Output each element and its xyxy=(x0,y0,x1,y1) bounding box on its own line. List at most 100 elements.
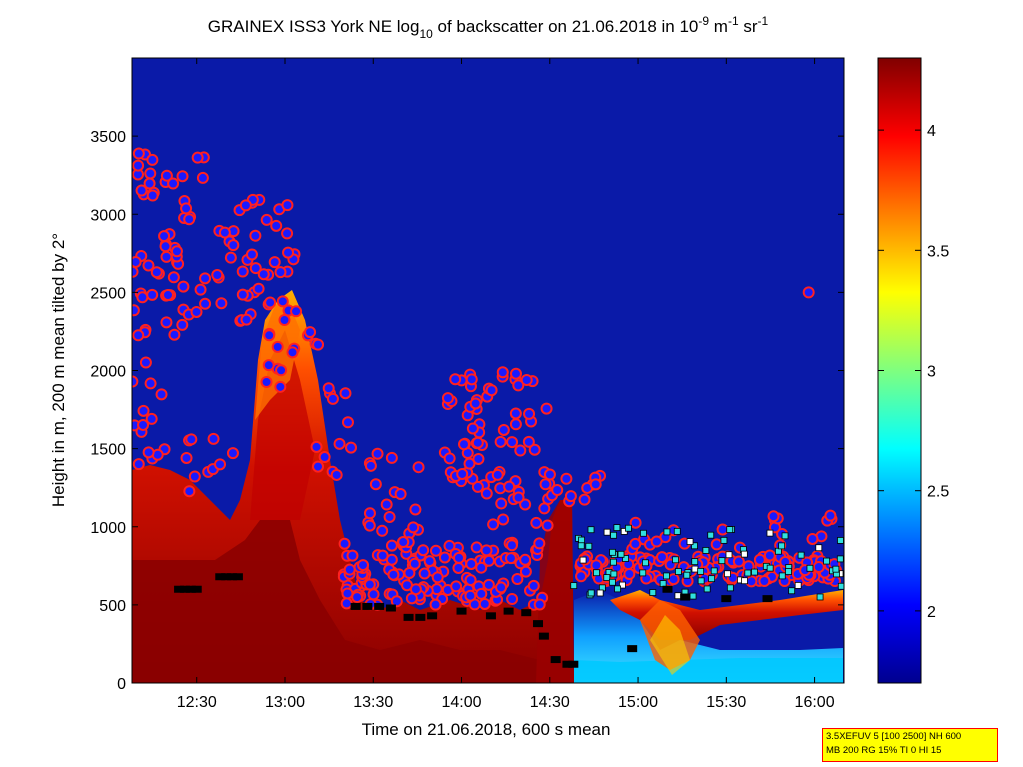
cloud-detection-point xyxy=(167,177,180,190)
info-line-2: MB 200 RG 15% TI 0 HI 15 xyxy=(826,745,942,756)
cloud-detection-point xyxy=(465,373,478,386)
cloud-detection-point xyxy=(139,356,152,369)
cloud-base-marker xyxy=(362,602,373,610)
cloud-detection-point xyxy=(304,326,317,339)
cloud-top-square xyxy=(614,585,621,593)
cloud-detection-point xyxy=(471,480,484,493)
cloud-top-square xyxy=(579,556,587,564)
cloud-top-square xyxy=(724,570,731,578)
cloud-detection-point xyxy=(275,364,288,377)
cloud-detection-point xyxy=(239,199,252,212)
cloud-detection-point xyxy=(136,291,149,304)
cloud-detection-point xyxy=(475,561,488,574)
cloud-base-marker xyxy=(185,585,196,593)
cloud-top-square xyxy=(744,569,752,577)
cloud-detection-point xyxy=(806,532,819,545)
cloud-detection-point xyxy=(745,575,758,588)
cloud-detection-point xyxy=(333,437,346,450)
cloud-detection-point xyxy=(528,443,541,456)
cloud-detection-point xyxy=(268,256,281,269)
cloud-detection-point xyxy=(236,265,249,278)
cloud-top-square xyxy=(603,574,611,581)
cloud-base-marker xyxy=(227,573,238,581)
cloud-top-square xyxy=(609,548,616,556)
cloud-detection-point xyxy=(491,468,504,481)
cloud-detection-point xyxy=(495,581,508,594)
cloud-top-square xyxy=(640,529,647,537)
cloud-detection-point xyxy=(487,518,500,531)
cloud-detection-point xyxy=(397,536,410,549)
cloud-detection-point xyxy=(541,519,554,532)
cloud-detection-point xyxy=(763,549,776,562)
x-axis-label: Time on 21.06.2018, 600 s mean xyxy=(362,720,611,739)
cloud-detection-point xyxy=(824,509,837,522)
cloud-detection-point xyxy=(564,490,577,503)
cloud-detection-point xyxy=(497,513,510,526)
y-tick-label: 0 xyxy=(117,676,126,693)
cloud-top-square xyxy=(639,569,647,577)
y-axis: 0 500 1000 1500 2000 2500 3000 3500 xyxy=(90,129,844,693)
cloud-detection-point xyxy=(443,539,456,552)
cloud-detection-point xyxy=(480,544,493,557)
y-tick-label: 2500 xyxy=(90,285,126,302)
x-tick-label: 14:30 xyxy=(530,694,570,711)
cloud-detection-point xyxy=(629,537,642,550)
cloud-detection-point xyxy=(290,305,303,318)
cloud-detection-point xyxy=(533,537,546,550)
cloud-detection-point xyxy=(469,397,482,410)
cloud-base-marker xyxy=(374,602,385,610)
cloud-detection-point xyxy=(281,199,294,212)
cloud-detection-point xyxy=(482,554,495,567)
cloud-top-square xyxy=(778,542,786,550)
cloud-detection-point xyxy=(758,575,771,588)
cloud-detection-point xyxy=(443,452,456,465)
cloud-top-square xyxy=(663,528,671,536)
cloud-detection-point xyxy=(278,314,291,327)
cloud-detection-point xyxy=(312,338,325,351)
cloud-detection-point xyxy=(346,549,359,562)
cloud-detection-point xyxy=(753,553,766,566)
cloud-detection-point xyxy=(450,580,463,593)
cloud-detection-point xyxy=(132,147,145,160)
cloud-detection-point xyxy=(475,587,488,600)
cloud-detection-point xyxy=(310,440,323,453)
cloud-top-square xyxy=(649,589,657,596)
cloud-top-square xyxy=(702,547,710,554)
cloud-detection-point xyxy=(464,574,477,587)
cloud-base-marker xyxy=(762,595,773,603)
cloud-top-square xyxy=(593,569,600,577)
cloud-detection-point xyxy=(341,416,354,429)
cloud-detection-point xyxy=(494,435,507,448)
cloud-detection-point xyxy=(458,438,471,451)
x-tick-label: 15:30 xyxy=(706,694,746,711)
cloud-top-square xyxy=(610,558,617,566)
y-axis-label: Height in m, 200 m mean tilted by 2° xyxy=(49,233,68,507)
cloud-detection-point xyxy=(281,227,294,240)
cloud-top-square xyxy=(740,550,748,558)
cloud-top-square xyxy=(674,592,682,600)
cloud-top-square xyxy=(751,568,758,576)
cloud-detection-point xyxy=(512,491,525,504)
colorbar-tick-label: 3.5 xyxy=(927,243,949,260)
x-tick-label: 12:30 xyxy=(177,694,217,711)
cloud-base-marker xyxy=(562,660,573,668)
cloud-top-square xyxy=(603,528,611,536)
x-tick-label: 16:00 xyxy=(795,694,835,711)
cloud-detection-point xyxy=(330,468,343,481)
cloud-detection-point xyxy=(282,246,295,259)
cloud-detection-point xyxy=(260,213,273,226)
cloud-top-square xyxy=(610,531,617,539)
cloud-detection-point xyxy=(144,167,157,180)
heatmap-field xyxy=(132,290,843,683)
cloud-detection-point xyxy=(146,288,159,301)
cloud-detection-point xyxy=(732,555,745,568)
cloud-detection-point xyxy=(357,559,370,572)
processing-info-box: 3.5XEFUV 5 [100 2500] NH 600 MB 200 RG 1… xyxy=(822,728,998,762)
cloud-detection-point xyxy=(403,566,416,579)
colorbar-gradient xyxy=(877,57,922,684)
cloud-detection-point xyxy=(383,510,396,523)
cloud-detection-point xyxy=(264,296,277,309)
cloud-detection-point xyxy=(623,567,636,580)
cloud-top-square xyxy=(642,559,649,567)
cloud-detection-point xyxy=(452,551,465,564)
